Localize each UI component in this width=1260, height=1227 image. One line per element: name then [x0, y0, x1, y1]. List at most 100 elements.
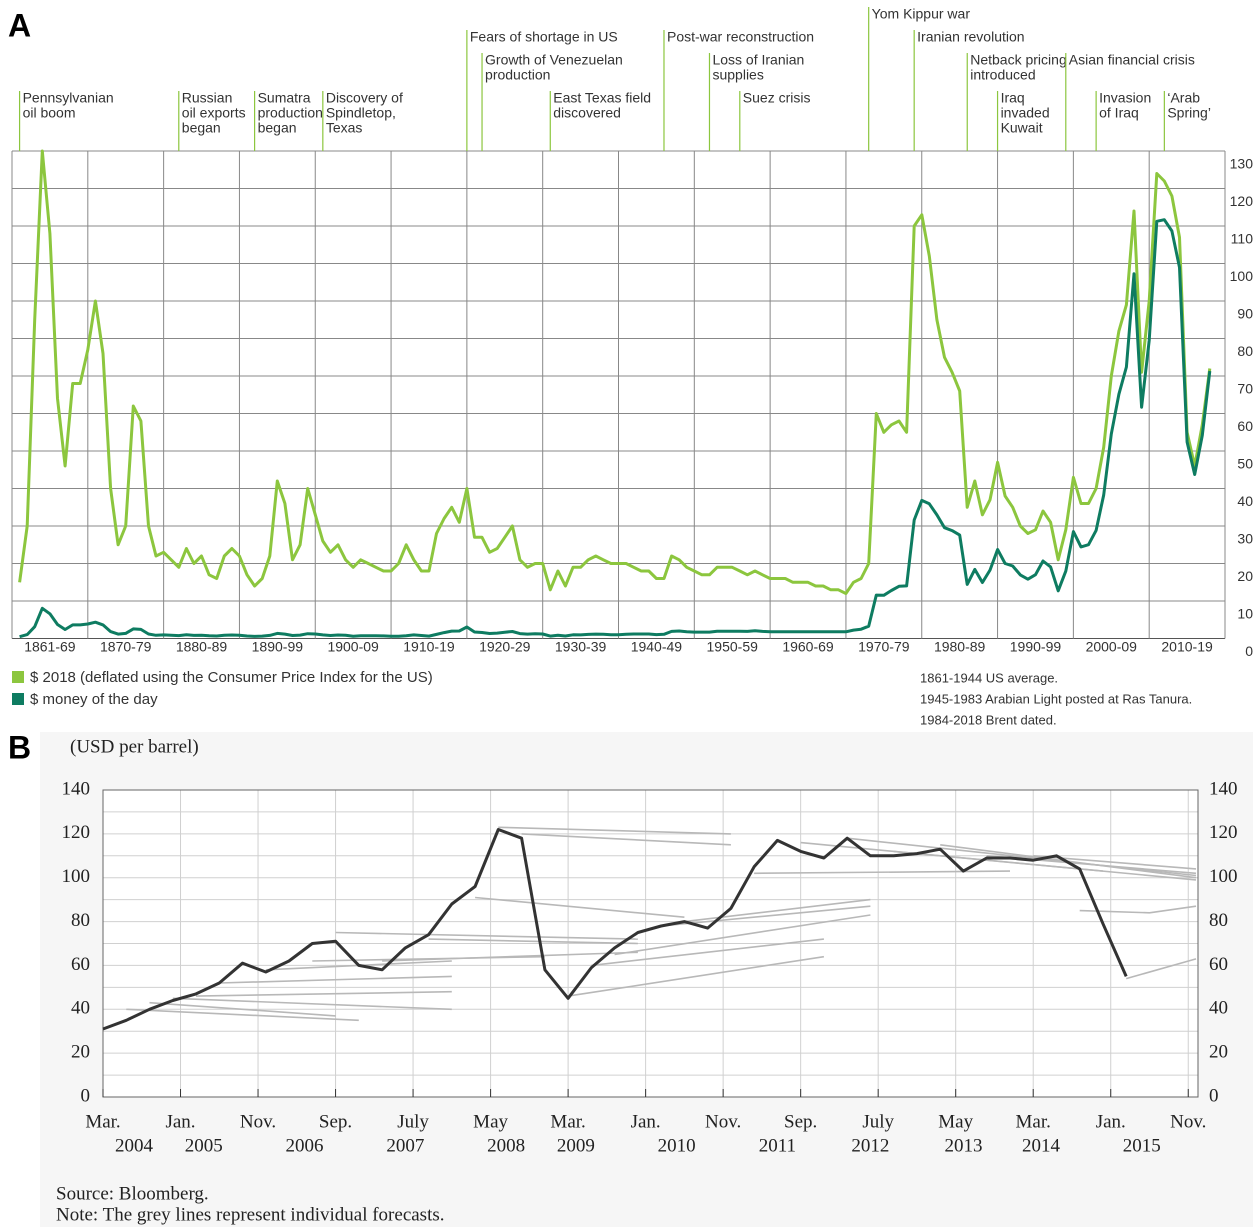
x-tick-label: Nov.	[1170, 1111, 1206, 1132]
forecast-line	[591, 938, 824, 967]
y-tick-label: 80	[1237, 343, 1253, 359]
annotation-text: East Texas field	[553, 90, 651, 106]
y-axis-label: (USD per barrel)	[70, 736, 199, 757]
annotation-text: Growth of Venezuelan	[485, 52, 623, 68]
annotation-text: began	[182, 120, 221, 136]
x-tick-label: 2000-09	[1086, 639, 1138, 655]
x-tick-label: Jan.	[165, 1111, 195, 1132]
x-tick-label: Jan.	[631, 1111, 661, 1132]
x-year-label: 2011	[759, 1135, 796, 1156]
legend-swatch	[12, 671, 24, 683]
legend-swatch	[12, 693, 24, 705]
y-tick-label: 0	[81, 1085, 91, 1106]
annotation-text: of Iraq	[1099, 105, 1139, 121]
x-year-label: 2015	[1123, 1135, 1161, 1156]
annotation-text: Spring’	[1167, 105, 1211, 121]
y-tick-label: 80	[1209, 910, 1228, 931]
panel-label: B	[8, 729, 31, 765]
annotation-text: Iraq	[1001, 90, 1025, 106]
y-tick-label: 120	[1209, 822, 1238, 843]
annotation-text: ‘Arab	[1167, 90, 1200, 106]
annotation-text: discovered	[553, 105, 621, 121]
forecast-line	[428, 938, 638, 945]
x-year-label: 2006	[286, 1135, 324, 1156]
forecast-line	[335, 931, 638, 940]
y-tick-label: 130	[1230, 156, 1254, 172]
forecast-line	[521, 833, 731, 846]
x-tick-label: 1861-69	[24, 639, 76, 655]
forecast-line	[498, 826, 731, 835]
y-tick-label: 40	[1237, 493, 1253, 509]
y-tick-label: 20	[1209, 1042, 1228, 1063]
y-tick-label: 0	[1245, 643, 1253, 659]
y-tick-label: 80	[71, 910, 90, 931]
y-tick-label: 30	[1237, 531, 1253, 547]
x-tick-label: Sep.	[784, 1111, 817, 1132]
annotation-text: Discovery of	[326, 90, 403, 106]
y-tick-label: 10	[1237, 606, 1253, 622]
annotation-text: began	[258, 120, 297, 136]
annotation-text: Pennsylvanian	[23, 90, 114, 106]
y-tick-label: 40	[71, 998, 90, 1019]
y-tick-label: 120	[62, 822, 91, 843]
x-year-label: 2010	[658, 1135, 696, 1156]
annotation-text: production	[485, 67, 550, 83]
x-tick-label: 1990-99	[1010, 639, 1062, 655]
x-tick-label: 1870-79	[100, 639, 152, 655]
x-tick-label: Mar.	[1016, 1111, 1051, 1132]
x-tick-label: Mar.	[85, 1111, 120, 1132]
forecast-line	[219, 975, 452, 984]
plot-frame	[102, 789, 1199, 1098]
note: 1861-1944 US average.	[920, 670, 1058, 685]
forecast-line	[382, 951, 638, 962]
x-tick-label: 1920-29	[479, 639, 531, 655]
data-line	[18, 149, 1212, 595]
note: 1984-2018 Brent dated.	[920, 712, 1057, 727]
data-line	[19, 218, 1212, 639]
x-tick-label: July	[397, 1111, 429, 1132]
x-tick-label: Nov.	[705, 1111, 741, 1132]
forecast-line	[1079, 905, 1197, 914]
forecast-line	[661, 905, 871, 927]
y-tick-label: 100	[1209, 866, 1238, 887]
x-year-label: 2008	[487, 1135, 525, 1156]
x-tick-label: 1940-49	[631, 639, 683, 655]
y-tick-label: 100	[1230, 268, 1254, 284]
annotation-text: Yom Kippur war	[872, 6, 971, 22]
annotation-text: Netback pricing	[970, 52, 1067, 68]
y-tick-label: 20	[71, 1042, 90, 1063]
x-tick-label: 1950-59	[707, 639, 759, 655]
forecast-line	[1125, 958, 1197, 980]
note: Note: The grey lines represent individua…	[56, 1204, 445, 1225]
y-tick-label: 20	[1237, 568, 1253, 584]
y-tick-label: 50	[1237, 456, 1253, 472]
y-tick-label: 140	[1209, 778, 1238, 799]
x-tick-label: Nov.	[240, 1111, 276, 1132]
annotation-text: Asian financial crisis	[1069, 52, 1195, 68]
x-tick-label: 1960-69	[782, 639, 834, 655]
legend-label: $ 2018 (deflated using the Consumer Pric…	[30, 669, 433, 686]
annotation-text: Suez crisis	[743, 90, 811, 106]
x-tick-label: July	[862, 1111, 894, 1132]
annotation-text: Iranian revolution	[917, 29, 1024, 45]
y-tick-label: 110	[1231, 231, 1254, 247]
forecast-line	[475, 896, 685, 918]
annotation-text: Spindletop,	[326, 105, 396, 121]
forecast-line	[195, 990, 452, 997]
annotation-text: Kuwait	[1001, 120, 1043, 136]
data-line	[102, 828, 1128, 1031]
annotation-text: production	[258, 105, 323, 121]
annotation-text: Loss of Iranian	[712, 52, 804, 68]
x-year-label: 2009	[557, 1135, 595, 1156]
x-tick-label: 1910-19	[403, 639, 455, 655]
forecast-line	[754, 870, 1011, 875]
annotation-text: oil exports	[182, 105, 246, 121]
annotation-text: supplies	[712, 67, 763, 83]
annotation-text: invaded	[1001, 105, 1050, 121]
x-tick-label: Jan.	[1096, 1111, 1126, 1132]
panel-label: A	[8, 7, 31, 43]
annotation-text: oil boom	[23, 105, 76, 121]
x-tick-label: May	[938, 1111, 973, 1132]
forecast-line	[684, 898, 871, 923]
